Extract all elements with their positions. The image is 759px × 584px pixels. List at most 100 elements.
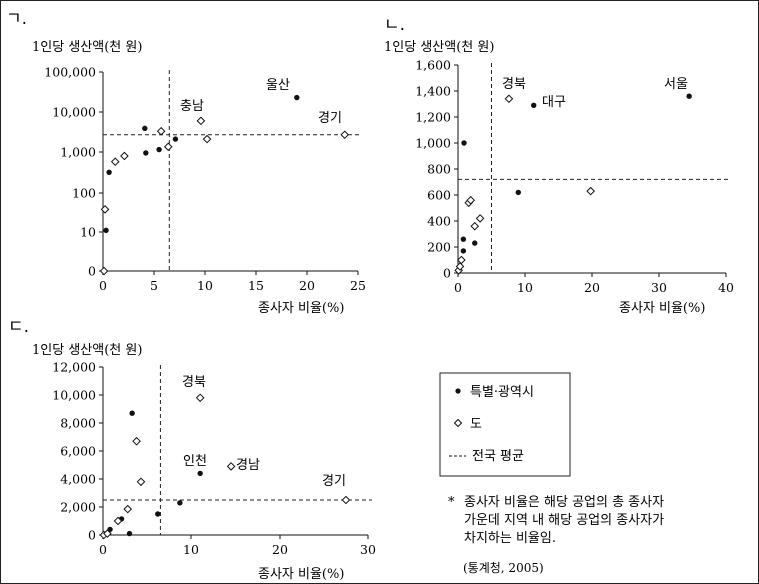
data-point-province — [110, 157, 120, 167]
y-axis-label: 1인당 생산액(천 원) — [384, 40, 494, 55]
y-tick-label: 200 — [427, 240, 451, 255]
data-point-city — [156, 146, 162, 153]
panel-nieun: ㄴ. 1인당 생산액(천 원) 종사자 비율(%) 02004006008001… — [384, 15, 734, 316]
data-point-city — [197, 470, 203, 477]
data-point-city — [686, 93, 692, 99]
x-tick-label: 10 — [197, 278, 213, 293]
x-axis-label: 종사자 비율(%) — [258, 567, 344, 582]
y-tick-label: 8,000 — [60, 416, 96, 431]
note-bullet: * — [448, 495, 455, 510]
y-tick-label: 800 — [427, 162, 451, 177]
annotation-label: 경기 — [322, 474, 346, 489]
legend-label: 전국 평균 — [472, 449, 524, 464]
panel-giyeok: ㄱ. 1인당 생산액(천 원) 종사자 비율(%) 0101001,00010,… — [6, 9, 366, 316]
data-point-province — [340, 130, 350, 140]
annotation-label: 경기 — [318, 111, 342, 126]
x-tick-label: 20 — [272, 542, 288, 557]
y-tick-label: 0 — [88, 264, 96, 279]
data-point-province — [195, 393, 205, 403]
legend-box — [439, 372, 571, 477]
data-point-province — [136, 477, 146, 487]
legend-diamond-marker — [453, 418, 463, 428]
data-point-city — [460, 236, 467, 242]
x-axis-label: 종사자 비율(%) — [619, 301, 705, 316]
y-tick-label: 100,000 — [44, 65, 96, 80]
x-tick-label: 10 — [517, 280, 533, 295]
x-tick-label: 0 — [99, 542, 107, 557]
y-tick-label: 10,000 — [52, 388, 96, 403]
data-point-city — [460, 248, 467, 254]
note-line: 차지하는 비율임. — [464, 531, 556, 546]
x-tick-label: 30 — [360, 542, 376, 557]
data-point-city — [177, 500, 183, 506]
x-tick-label: 20 — [299, 278, 315, 293]
panel-digeut: ㄷ. 1인당 생산액(천 원) 종사자 비율(%) 0 2,000 4,000 6,0… — [8, 317, 376, 582]
y-tick-label: 1,400 — [415, 84, 451, 99]
annotation-label: 경북 — [502, 77, 526, 92]
data-point-province — [457, 255, 466, 265]
panel-label: ㄱ. — [6, 9, 27, 29]
data-point-province — [226, 462, 236, 471]
data-point-province — [202, 134, 212, 144]
data-point-province — [470, 221, 480, 231]
data-point-province — [163, 142, 173, 152]
data-point-province — [196, 116, 206, 126]
y-tick-label: 0 — [88, 528, 96, 543]
data-point-city — [126, 530, 133, 537]
y-tick-label: 600 — [427, 188, 451, 203]
data-point-province — [156, 126, 166, 136]
annotation-label: 경북 — [182, 375, 206, 390]
annotation-label: 경남 — [236, 458, 260, 473]
panel-label: ㄷ. — [8, 317, 29, 337]
legend-label: 특별·광역시 — [470, 385, 534, 400]
annotation-label: 대구 — [542, 95, 566, 110]
y-tick-label: 1,200 — [415, 110, 451, 125]
x-tick-label: 5 — [150, 278, 158, 293]
data-point-province — [475, 214, 485, 223]
y-tick-label: 1,000 — [415, 136, 451, 151]
y-tick-label: 4,000 — [60, 472, 96, 487]
data-point-province — [120, 151, 129, 161]
x-tick-label: 10 — [183, 542, 199, 557]
y-tick-label: 1,600 — [415, 58, 451, 73]
data-point-city — [129, 410, 135, 416]
legend: 특별·광역시 도 전국 평균 — [439, 372, 571, 477]
data-point-city — [294, 94, 300, 101]
annotation-label: 충남 — [180, 99, 204, 114]
note-line: 종사자 비율은 해당 공업의 총 종사자 — [464, 495, 664, 510]
data-point-city — [472, 240, 478, 246]
data-point-city — [103, 227, 109, 234]
data-point-city — [172, 136, 179, 142]
annotation-label: 인천 — [183, 454, 207, 469]
y-tick-label: 2,000 — [60, 500, 96, 515]
data-point-province — [113, 516, 123, 526]
data-point-province — [466, 195, 476, 205]
y-tick-label: 10 — [80, 225, 96, 240]
data-point-city — [531, 102, 537, 109]
data-point-city — [155, 511, 161, 517]
source-text: (통계청, 2005) — [463, 561, 544, 575]
x-tick-label: 20 — [584, 280, 600, 295]
data-point-city — [143, 150, 149, 156]
x-tick-label: 0 — [99, 278, 107, 293]
data-point-province — [100, 205, 110, 214]
y-axis-label: 1인당 생산액(천 원) — [32, 40, 142, 55]
x-axis-label: 종사자 비율(%) — [258, 301, 344, 316]
x-tick-label: 25 — [350, 278, 366, 293]
y-tick-label: 0 — [443, 266, 451, 281]
data-point-province — [586, 186, 595, 196]
footnote: * 종사자 비율은 해당 공업의 총 종사자 가운데 지역 내 해당 공업의 종… — [448, 495, 664, 575]
y-tick-label: 6,000 — [60, 444, 96, 459]
data-point-city — [515, 189, 521, 196]
x-tick-label: 15 — [248, 278, 264, 293]
x-tick-label: 40 — [718, 280, 734, 295]
data-point-province — [455, 262, 465, 271]
legend-dot-marker — [455, 388, 461, 394]
y-tick-label: 400 — [427, 214, 451, 229]
data-point-city — [106, 169, 112, 175]
legend-label: 도 — [470, 417, 482, 432]
x-tick-label: 30 — [651, 280, 667, 295]
y-tick-label: 100 — [72, 186, 96, 201]
note-line: 가운데 지역 내 해당 공업의 종사자가 — [464, 513, 664, 528]
